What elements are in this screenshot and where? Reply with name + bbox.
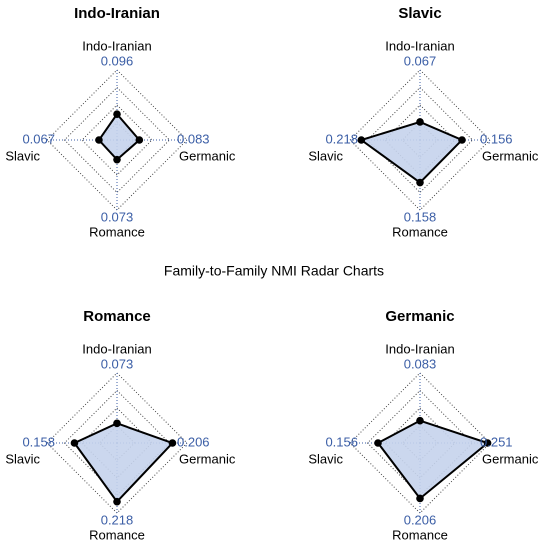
chart-title: Indo-Iranian — [74, 5, 160, 22]
value-label: 0.067 — [22, 131, 55, 146]
radar-point — [95, 136, 103, 144]
axis-label: Slavic — [308, 451, 343, 466]
radar-point — [168, 439, 177, 447]
axis-label: Romance — [392, 527, 448, 542]
value-label: 0.206 — [404, 512, 437, 527]
axis-label: Indo-Iranian — [82, 341, 151, 356]
radar-point — [135, 136, 144, 144]
chart-title: Germanic — [385, 308, 454, 325]
radar-point — [357, 136, 366, 144]
axis-label: Germanic — [482, 148, 539, 163]
value-label: 0.251 — [480, 434, 513, 449]
radar-point — [416, 494, 424, 503]
value-label: 0.083 — [404, 356, 437, 371]
radar-point — [374, 439, 382, 447]
axis-label: Romance — [392, 224, 448, 239]
chart-title: Romance — [83, 308, 151, 325]
axis-label: Romance — [89, 224, 145, 239]
axis-label: Slavic — [5, 451, 40, 466]
axis-label: Indo-Iranian — [385, 341, 454, 356]
value-label: 0.218 — [325, 131, 358, 146]
value-label: 0.067 — [404, 53, 437, 68]
axis-label: Germanic — [179, 148, 236, 163]
value-label: 0.083 — [177, 131, 210, 146]
value-label: 0.158 — [22, 434, 55, 449]
axis-label: Germanic — [179, 451, 236, 466]
radar-area — [97, 112, 141, 162]
axis-label: Slavic — [308, 148, 343, 163]
axis-label: Romance — [89, 527, 145, 542]
page-title: Family-to-Family NMI Radar Charts — [164, 263, 384, 279]
radar-point — [483, 439, 492, 447]
radar-point — [113, 497, 121, 506]
axis-label: Slavic — [5, 148, 40, 163]
radar-area — [72, 422, 175, 504]
value-label: 0.218 — [101, 512, 134, 527]
axis-label: Indo-Iranian — [82, 38, 151, 53]
chart-title: Slavic — [398, 5, 441, 22]
axis-label: Indo-Iranian — [385, 38, 454, 53]
value-label: 0.073 — [101, 356, 134, 371]
radar-point — [416, 118, 424, 126]
value-label: 0.073 — [101, 209, 134, 224]
value-label: 0.156 — [480, 131, 513, 146]
axis-label: Germanic — [482, 451, 539, 466]
value-label: 0.096 — [101, 53, 134, 68]
value-label: 0.158 — [404, 209, 437, 224]
radar-point — [416, 416, 424, 425]
radar-point — [458, 136, 466, 144]
radar-area — [359, 120, 464, 184]
radar-point — [70, 439, 79, 447]
radar-point — [113, 419, 121, 428]
radar-point — [416, 178, 424, 187]
value-label: 0.156 — [325, 434, 358, 449]
radar-point — [113, 110, 121, 118]
value-label: 0.206 — [177, 434, 210, 449]
radar-point — [113, 155, 121, 164]
